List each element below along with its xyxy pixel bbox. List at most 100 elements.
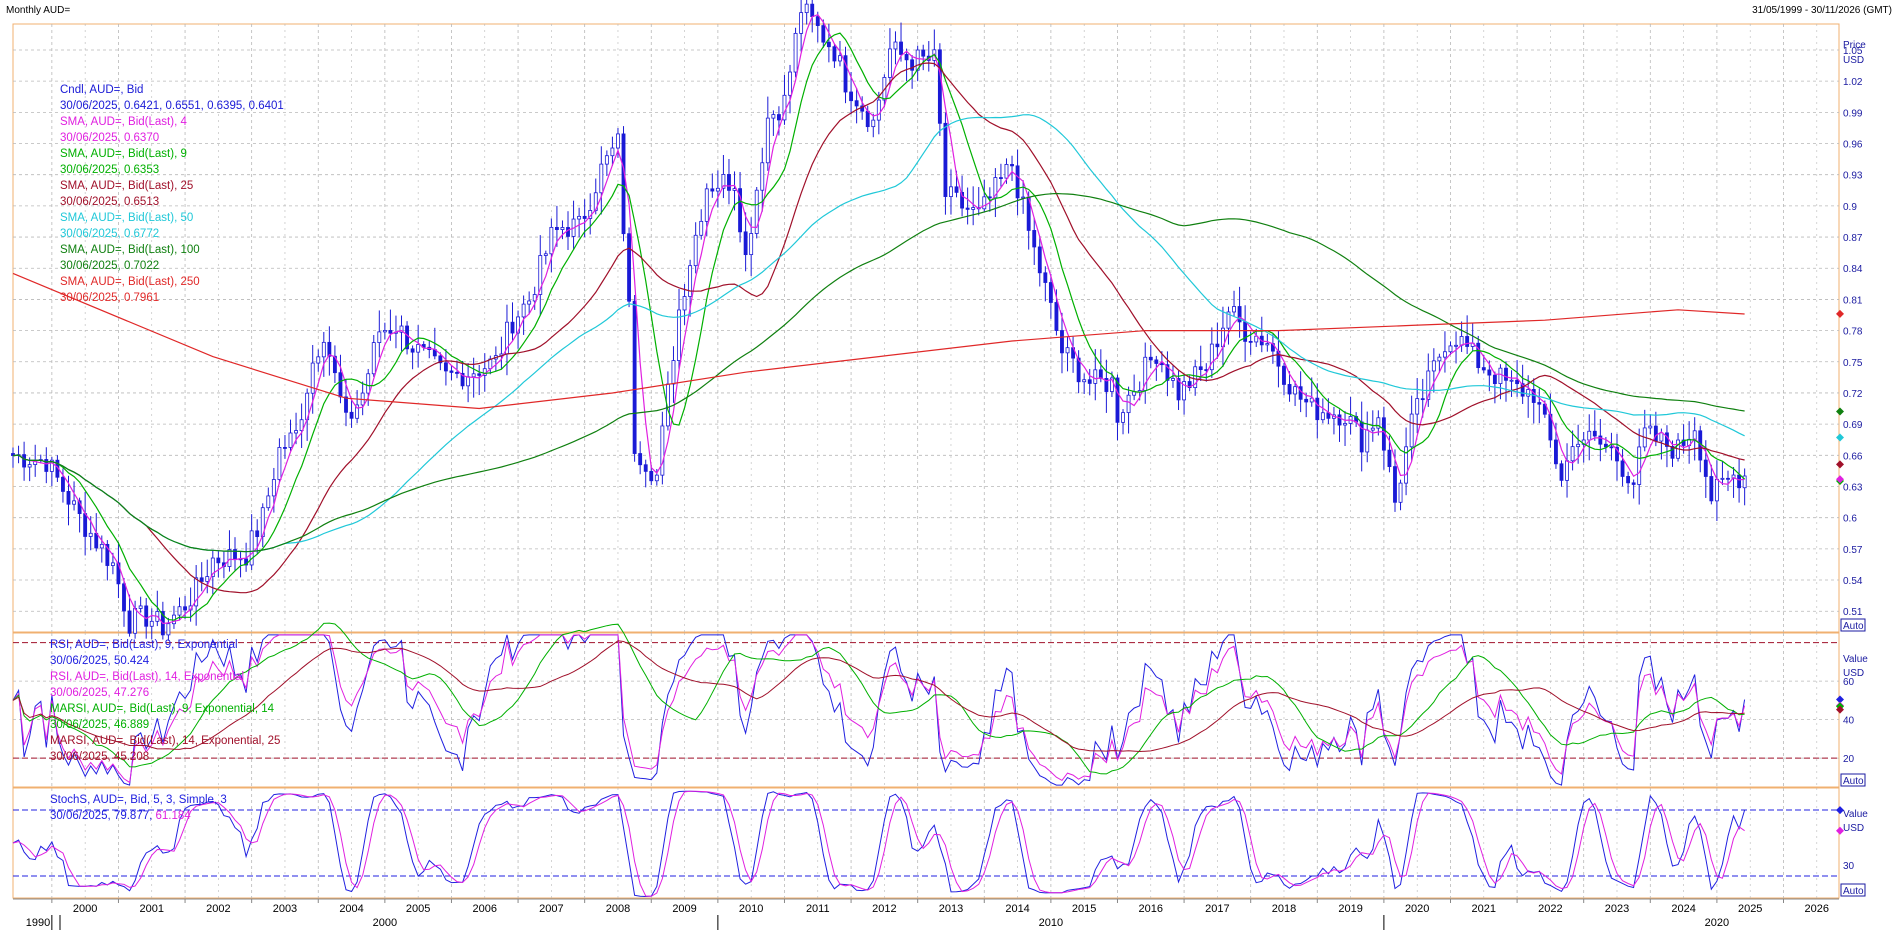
year-label-2000: 2000: [73, 903, 97, 915]
sma250-line: [12, 272, 1745, 410]
price-axis: Price USD 0.51 0.54 0.57 0.6 0.63 0.66 0.69 0.7…: [1843, 40, 1866, 618]
candle-body: [1387, 449, 1392, 467]
candle-body: [971, 207, 976, 210]
candle-body: [532, 294, 537, 302]
candle-body: [44, 459, 49, 472]
candle-body: [1726, 477, 1730, 480]
candle-body: [1176, 378, 1181, 401]
candle-body: [1015, 165, 1020, 199]
candle-body: [660, 425, 665, 476]
year-label-2015: 2015: [1072, 903, 1096, 915]
rsi-auto-button[interactable]: Auto: [1840, 773, 1866, 787]
price-auto-button[interactable]: Auto: [1840, 618, 1866, 632]
candle-body: [1148, 356, 1153, 361]
candle-body: [982, 196, 987, 210]
candle-body: [1703, 459, 1708, 477]
candle-body: [1476, 342, 1481, 368]
candle-body: [1093, 369, 1098, 384]
candle-body: [1404, 446, 1409, 484]
candle-body: [1365, 429, 1370, 453]
candle-body: [554, 226, 559, 230]
candle-body: [749, 233, 754, 256]
candle-body: [1565, 460, 1569, 481]
legend-line: MARSI, AUD=, Bid(Last), 9, Exponential, …: [50, 703, 275, 715]
candle-body: [1603, 443, 1608, 448]
legend-line: 30/06/2025, 79.877, 61.184: [50, 810, 191, 822]
year-label-2002: 2002: [206, 903, 230, 915]
candle-body: [116, 562, 121, 585]
candle-body: [1520, 383, 1525, 397]
candle-body: [377, 331, 382, 343]
candle-body: [72, 500, 76, 505]
x-axis: 2000 2001 2002 2003 2004 2005 2006 2007 2008 2009…: [26, 899, 1829, 930]
year-label-2013: 2013: [939, 903, 963, 915]
candle-body: [826, 41, 831, 48]
rsi-panel-frame: [12, 632, 1840, 788]
candle-body: [893, 41, 898, 50]
candle-body: [943, 122, 948, 197]
price-tick-label: 0.75: [1843, 358, 1863, 369]
candle-body: [910, 59, 915, 71]
legend-line: SMA, AUD=, Bid(Last), 250: [60, 276, 200, 288]
legend-line: SMA, AUD=, Bid(Last), 25: [60, 180, 193, 192]
legend-line: 30/06/2025, 0.6421, 0.6551, 0.6395, 0.64…: [60, 100, 284, 112]
candle-body: [183, 606, 187, 611]
year-label-2004: 2004: [339, 903, 363, 915]
candle-body: [1670, 446, 1675, 459]
candle-body: [1526, 389, 1531, 397]
candle-body: [1343, 423, 1347, 426]
candle-body: [177, 606, 182, 616]
candle-body: [1126, 394, 1131, 414]
candle-body: [1115, 377, 1120, 423]
candle-body: [1287, 384, 1292, 395]
candle-body: [887, 48, 892, 78]
price-tick-label: 1.05: [1843, 46, 1863, 57]
year-label-2020: 2020: [1405, 903, 1429, 915]
price-panel-frame: [12, 23, 1840, 633]
candle-body: [1720, 477, 1725, 480]
candle-body: [1043, 272, 1048, 283]
candle-body: [510, 321, 515, 334]
candle-body: [449, 370, 454, 373]
year-label-2008: 2008: [606, 903, 630, 915]
candle-body: [1037, 246, 1042, 274]
candle-body: [1615, 446, 1619, 462]
chart-title: Monthly AUD=: [6, 5, 70, 16]
candle-body: [1304, 398, 1309, 403]
candle-body: [693, 234, 698, 267]
candle-body: [1737, 474, 1742, 489]
candle-body: [643, 464, 648, 472]
candle-body: [521, 303, 526, 318]
grid-lines: [13, 24, 1839, 898]
legend-line: Cndl, AUD=, Bid: [60, 84, 143, 96]
candle-body: [1248, 340, 1253, 343]
candle-body: [677, 309, 681, 361]
marsi25-line: [12, 640, 1745, 753]
price-tick-label: 0.51: [1843, 607, 1863, 618]
candle-body: [1376, 417, 1381, 429]
candle-body: [321, 341, 326, 358]
candle-body: [560, 227, 565, 230]
candle-body: [638, 453, 643, 466]
candle-body: [543, 253, 548, 256]
price-tick-label: 0.87: [1843, 233, 1863, 244]
candle-body: [1481, 367, 1486, 371]
stoch-auto-button[interactable]: Auto: [1840, 883, 1866, 897]
candle-body: [743, 231, 748, 256]
candle-body: [144, 605, 149, 627]
candle-body: [249, 530, 254, 566]
legend-line: StochS, AUD=, Bid, 5, 3, Simple, 3: [50, 794, 227, 806]
price-tick-label: 0.81: [1843, 295, 1863, 306]
rsi-tick-label: 60: [1843, 677, 1855, 688]
stoch-axis-unit: USD: [1843, 823, 1864, 834]
candle-body: [1609, 446, 1614, 449]
last-value-marker: [1836, 433, 1844, 442]
candle-body: [1193, 366, 1198, 389]
legend-line: RSI, AUD=, Bid(Last), 14, Exponential: [50, 671, 244, 683]
candle-body: [1443, 351, 1447, 358]
price-tick-label: 0.9: [1843, 202, 1857, 213]
candle-body: [27, 464, 32, 468]
candle-body: [771, 114, 776, 119]
candle-body: [366, 373, 371, 394]
candle-body: [799, 12, 804, 34]
